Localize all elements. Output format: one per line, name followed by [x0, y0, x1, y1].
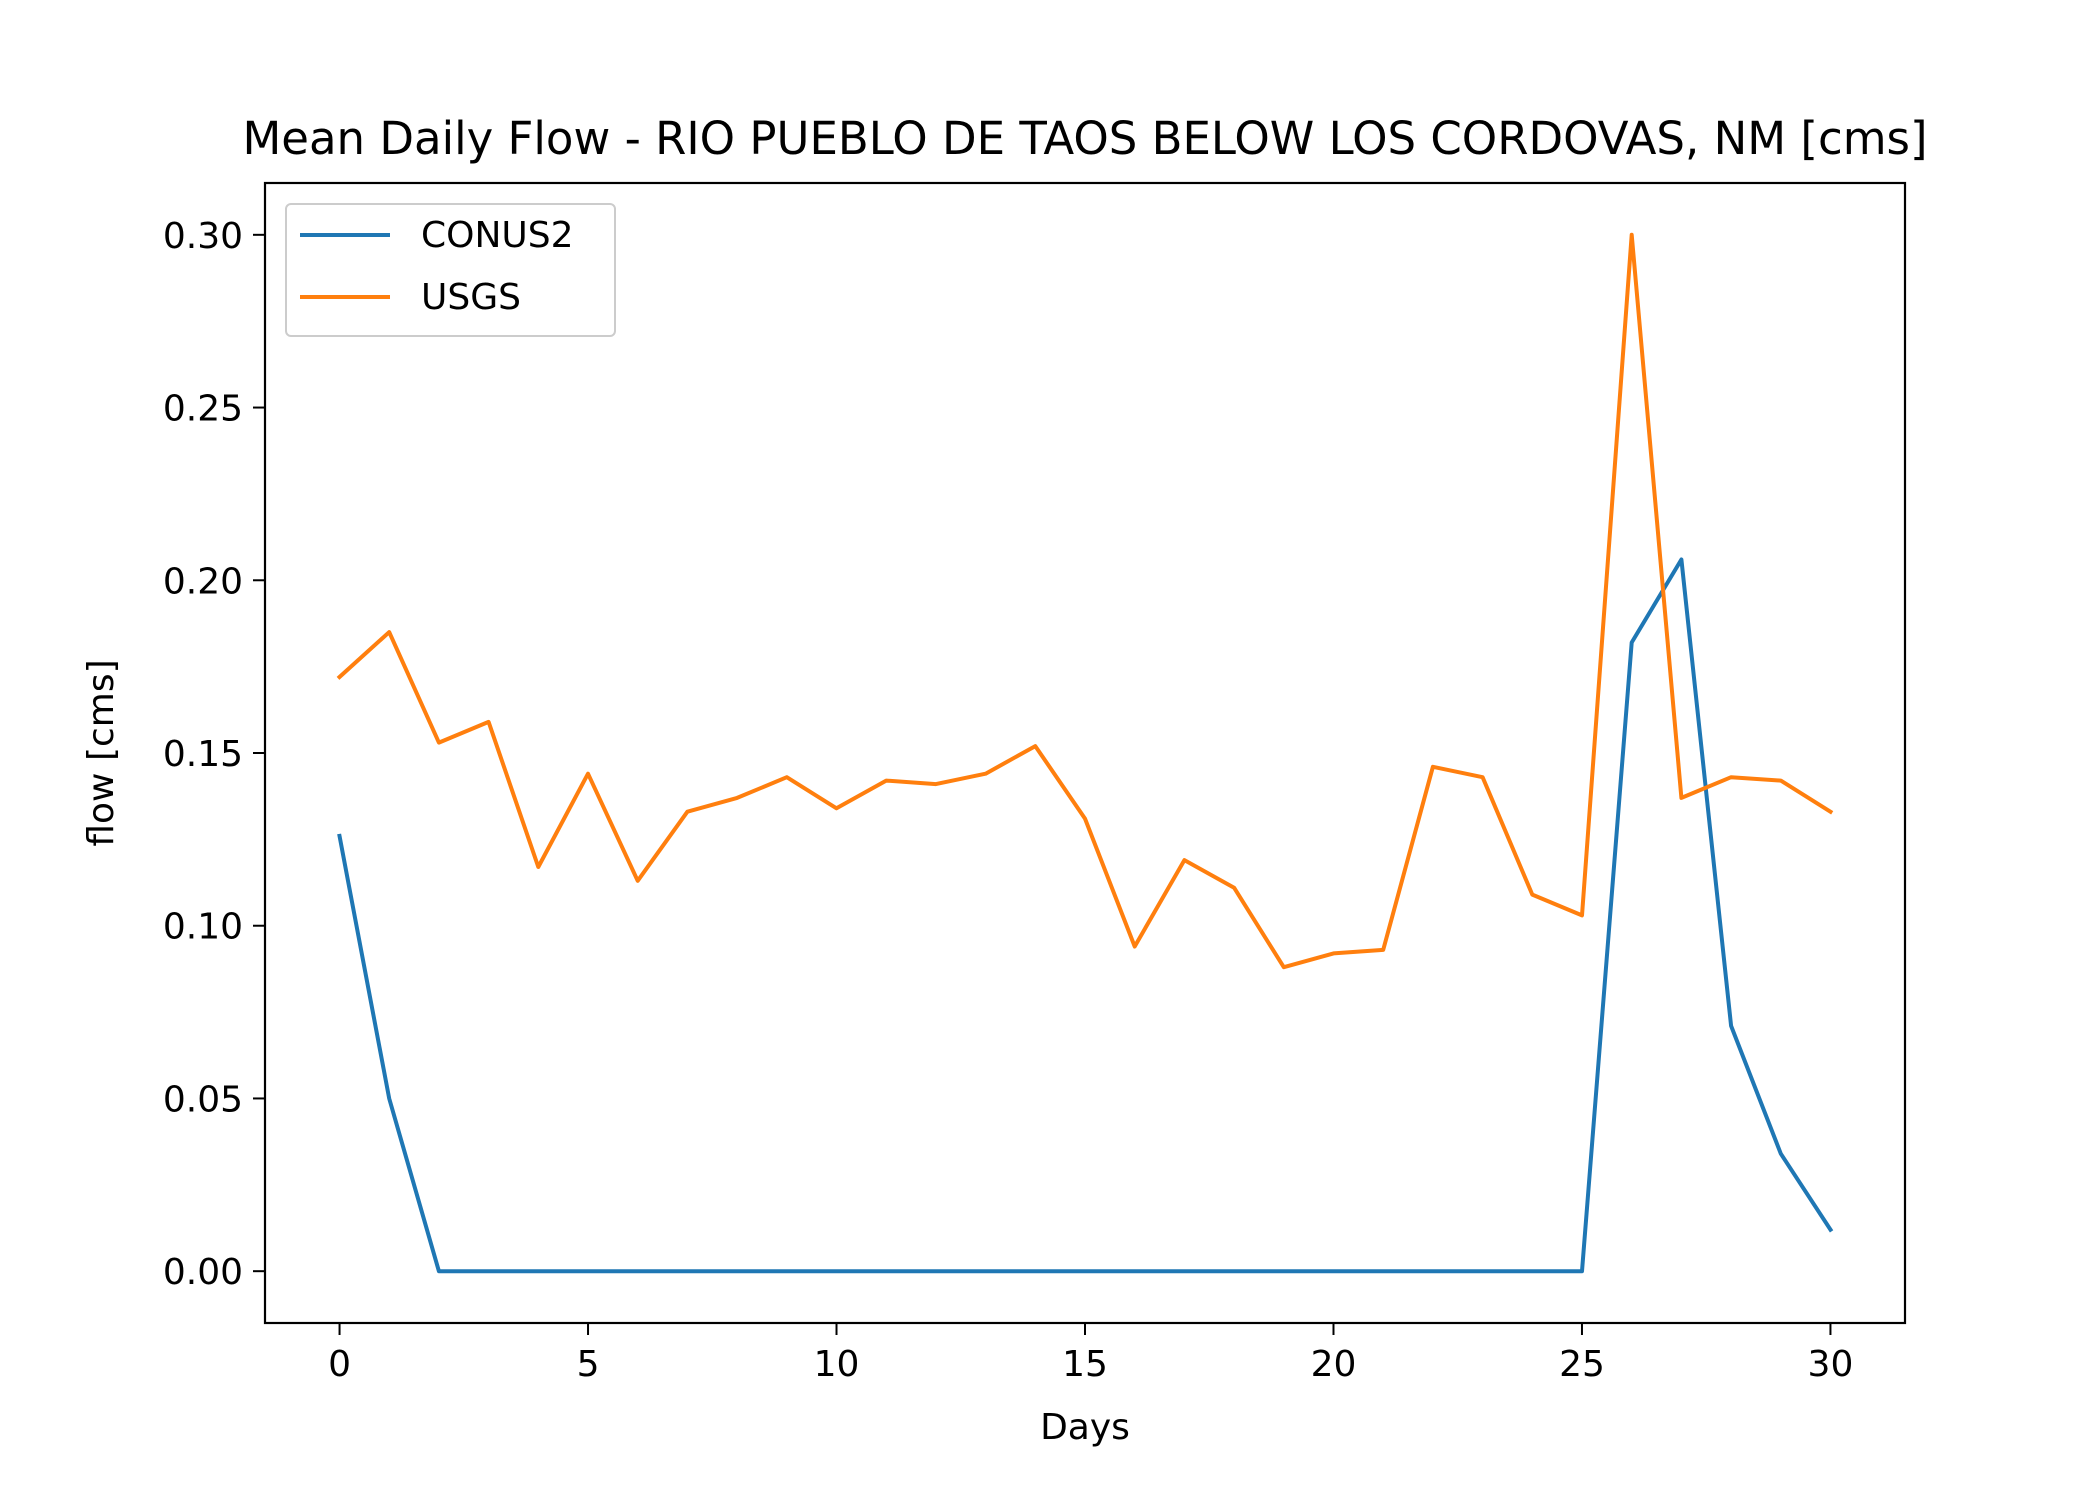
y-tick-label: 0.30 [163, 216, 243, 257]
series-line-usgs [336, 232, 1834, 970]
legend-label-conus2: CONUS2 [421, 215, 574, 256]
x-tick-label: 15 [1062, 1344, 1108, 1385]
x-axis-label: Days [1040, 1407, 1130, 1448]
x-tick-label: 10 [814, 1344, 860, 1385]
y-tick-label: 0.20 [163, 561, 243, 602]
chart-title: Mean Daily Flow - RIO PUEBLO DE TAOS BEL… [242, 112, 1927, 165]
x-tick-label: 20 [1311, 1344, 1357, 1385]
series-layer [336, 232, 1834, 1274]
legend: CONUS2 USGS [285, 203, 616, 337]
y-tick-label: 0.00 [163, 1252, 243, 1293]
plot-frame [263, 181, 1907, 1325]
x-tick-label: 0 [328, 1344, 351, 1385]
x-tick-label: 25 [1559, 1344, 1605, 1385]
x-tick-label: 5 [577, 1344, 600, 1385]
legend-label-usgs: USGS [421, 277, 521, 318]
y-axis-label: flow [cms] [81, 659, 122, 846]
y-tick-label: 0.05 [163, 1079, 243, 1120]
x-tick-label: 30 [1808, 1344, 1854, 1385]
y-axis-ticks: 0.00 0.05 0.10 0.15 0.20 0.25 0.30 [163, 216, 265, 1293]
y-tick-label: 0.15 [163, 734, 243, 775]
y-tick-label: 0.25 [163, 389, 243, 430]
x-axis-ticks: 0 5 10 15 20 25 30 [328, 1323, 1853, 1385]
series-line-conus2 [337, 557, 1834, 1274]
y-tick-label: 0.10 [163, 907, 243, 948]
